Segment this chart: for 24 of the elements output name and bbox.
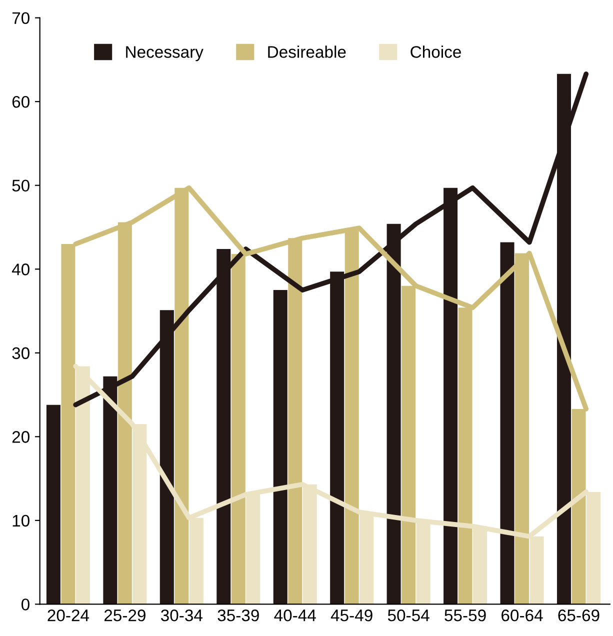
y-tick-label: 70	[12, 12, 30, 24]
y-tick-label: 50	[12, 180, 30, 192]
bar	[273, 290, 288, 604]
x-tick-label: 20-24	[48, 610, 90, 622]
bar	[500, 242, 514, 604]
legend-label: Choice	[410, 46, 461, 58]
y-tick-label: 0	[22, 598, 30, 610]
bar	[46, 404, 60, 604]
x-tick-label: 55-59	[444, 610, 486, 622]
y-tick-label: 60	[12, 96, 30, 108]
y-tick-label: 10	[12, 514, 30, 527]
x-tick-label: 25-29	[104, 610, 146, 622]
x-tick-label: 30-34	[160, 610, 202, 622]
legend-label: Necessary	[126, 46, 204, 62]
y-tick-label: 40	[12, 264, 30, 276]
legend-label: Desireable	[268, 46, 346, 58]
y-tick-label: 30	[12, 347, 30, 360]
x-tick-label: 50-54	[388, 610, 430, 622]
x-tick-label: 60-64	[502, 610, 543, 622]
y-tick-label: 20	[12, 431, 30, 443]
x-tick-label: 40-44	[274, 610, 316, 622]
x-tick-label: 45-49	[330, 610, 372, 622]
x-tick-label: 35-39	[218, 610, 259, 622]
x-tick-label: 65-69	[558, 610, 600, 622]
